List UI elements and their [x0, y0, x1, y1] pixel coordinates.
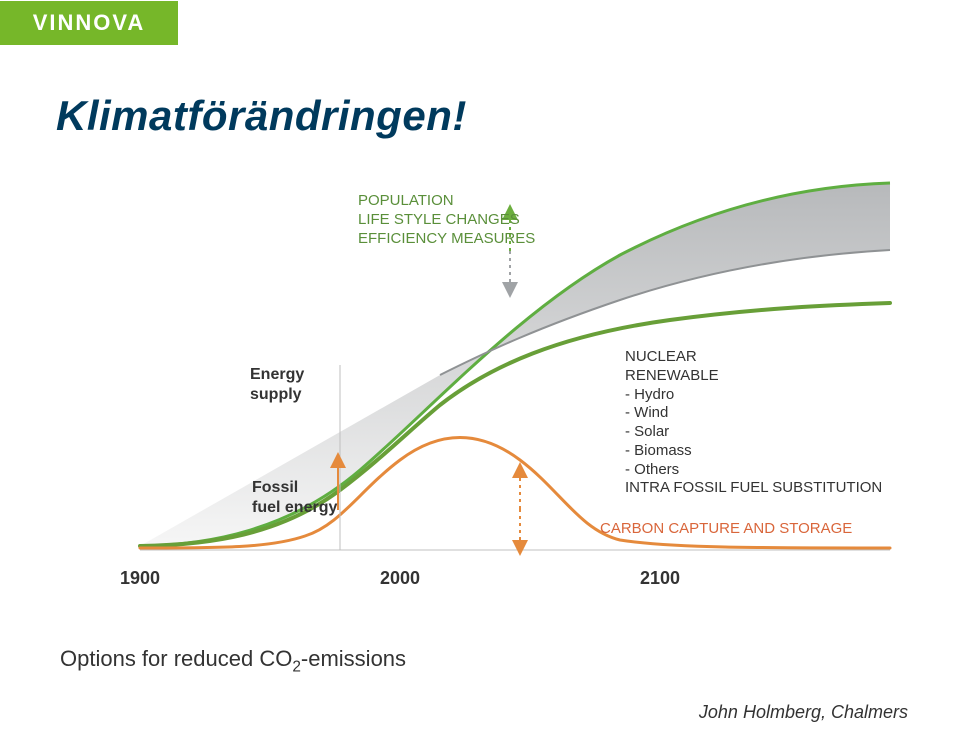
label-pop: POPULATIONLIFE STYLE CHANGESEFFICIENCY M… [358, 192, 535, 248]
caption-prefix: Options for reduced CO [60, 646, 292, 671]
credit: John Holmberg, Chalmers [699, 702, 908, 723]
xtick-2000: 2000 [380, 568, 420, 589]
logo-text: VINNOVA [33, 10, 146, 36]
caption-suffix: -emissions [301, 646, 406, 671]
xtick-1900: 1900 [120, 568, 160, 589]
page-title: Klimatförändringen! [56, 92, 467, 140]
caption: Options for reduced CO2-emissions [60, 646, 406, 676]
label-fossil: Fossilfuel energy [252, 478, 337, 518]
caption-sub: 2 [292, 658, 301, 675]
label-nuclear: NUCLEARRENEWABLE- Hydro- Wind- Solar- Bi… [625, 348, 882, 498]
label-ccs: CARBON CAPTURE AND STORAGE [600, 520, 852, 539]
xtick-2100: 2100 [640, 568, 680, 589]
logo: VINNOVA [0, 1, 178, 45]
label-energy: Energysupply [250, 365, 304, 405]
energy-chart: POPULATIONLIFE STYLE CHANGESEFFICIENCY M… [60, 180, 900, 600]
